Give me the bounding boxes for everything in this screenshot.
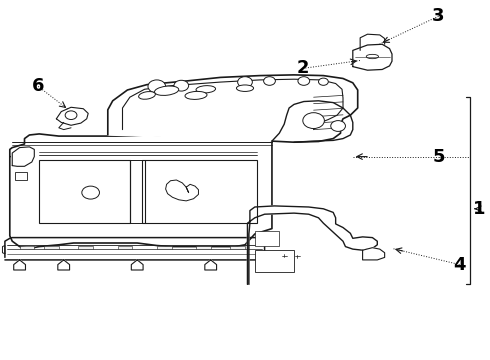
Circle shape (264, 77, 275, 85)
Polygon shape (10, 134, 272, 248)
Circle shape (82, 186, 99, 199)
Ellipse shape (185, 91, 207, 99)
Bar (15, 172, 27, 180)
Polygon shape (56, 107, 88, 125)
Bar (142, 160, 257, 223)
Polygon shape (59, 122, 71, 130)
Bar (255, 231, 279, 246)
Circle shape (331, 121, 345, 131)
Polygon shape (272, 101, 353, 142)
Bar (20, 246, 34, 249)
Circle shape (65, 111, 77, 120)
Circle shape (148, 80, 166, 93)
Text: 5: 5 (432, 148, 445, 166)
Polygon shape (131, 260, 143, 270)
Bar (157, 246, 172, 249)
Text: 3: 3 (432, 7, 445, 25)
Text: 2: 2 (296, 59, 309, 77)
Bar (196, 246, 211, 249)
Ellipse shape (139, 91, 155, 99)
Polygon shape (5, 238, 265, 260)
Text: 6: 6 (32, 77, 45, 95)
Polygon shape (353, 44, 392, 70)
Ellipse shape (366, 54, 378, 59)
Bar (255, 250, 294, 272)
Ellipse shape (154, 86, 179, 95)
Bar (118, 246, 132, 249)
Polygon shape (247, 206, 377, 284)
Circle shape (318, 78, 328, 85)
Circle shape (303, 113, 324, 129)
Polygon shape (360, 34, 385, 50)
Ellipse shape (237, 85, 254, 91)
Polygon shape (363, 248, 385, 260)
Ellipse shape (196, 86, 216, 93)
Polygon shape (108, 75, 358, 142)
Text: 4: 4 (453, 256, 466, 274)
Bar (230, 246, 245, 249)
Bar (78, 246, 93, 249)
Bar (44, 246, 59, 249)
Bar (39, 160, 130, 223)
Text: 1: 1 (473, 200, 486, 218)
Circle shape (238, 77, 252, 87)
Polygon shape (58, 260, 70, 270)
Circle shape (174, 80, 189, 91)
Polygon shape (14, 260, 25, 270)
Polygon shape (205, 260, 217, 270)
Polygon shape (166, 180, 198, 201)
Polygon shape (12, 147, 34, 166)
Circle shape (298, 77, 310, 85)
